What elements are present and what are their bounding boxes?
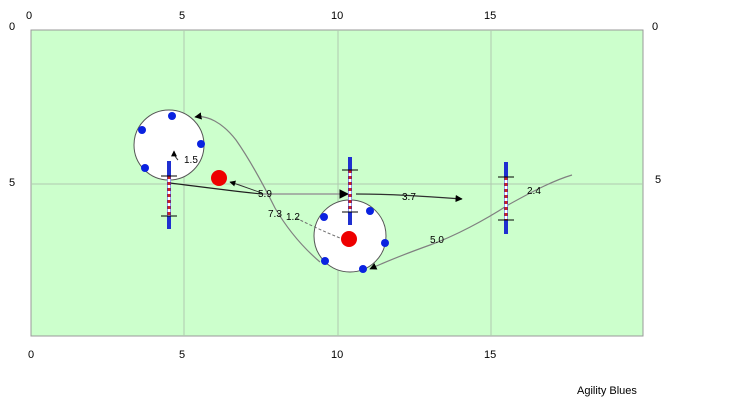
blue-cone (321, 257, 329, 265)
course-path-loop (194, 112, 321, 263)
blue-cone (197, 140, 205, 148)
top-tick-right-0: 0 (652, 21, 658, 33)
course-path-main (369, 174, 573, 270)
top-tick-15: 15 (484, 10, 496, 22)
blue-cone (359, 265, 367, 273)
blue-cone (366, 207, 374, 215)
distance-label: 5.0 (430, 235, 444, 246)
top-tick-0: 0 (26, 10, 32, 22)
bottom-tick-10: 10 (331, 349, 343, 361)
credit-text: Agility Blues (577, 385, 637, 397)
right-tick-5: 5 (655, 174, 661, 186)
distance-label: 3.7 (402, 192, 416, 203)
distance-label: 1.2 (286, 212, 300, 223)
bottom-tick-15: 15 (484, 349, 496, 361)
bottom-tick-0: 0 (28, 349, 34, 361)
jump-pole-left (161, 161, 177, 229)
jump-pole-right (498, 162, 514, 234)
left-tick-5: 5 (9, 177, 15, 189)
left-tick-0: 0 (9, 21, 15, 33)
blue-cone (381, 239, 389, 247)
blue-cone (138, 126, 146, 134)
blue-cone (320, 213, 328, 221)
red-cone-center (341, 231, 357, 247)
top-tick-5: 5 (179, 10, 185, 22)
distance-label: 7.3 (268, 209, 282, 220)
course-path-to-cone (229, 180, 263, 194)
distance-label: 2.4 (527, 186, 541, 197)
red-cone-left (211, 170, 227, 186)
blue-cone (168, 112, 176, 120)
jump-pole-center (342, 157, 358, 225)
course-path-right (355, 193, 463, 203)
distance-label: 1.5 (184, 155, 198, 166)
bottom-tick-5: 5 (179, 349, 185, 361)
course-path-lower-left (169, 182, 263, 195)
top-tick-10: 10 (331, 10, 343, 22)
field-area (30, 29, 644, 337)
course-path-in-circle (171, 150, 179, 161)
distance-label: 5.9 (258, 189, 272, 200)
blue-cone (141, 164, 149, 172)
